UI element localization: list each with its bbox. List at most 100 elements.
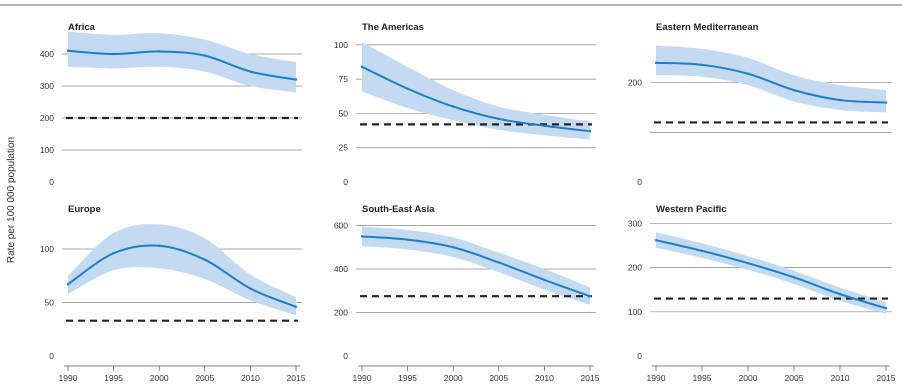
data-point [249,287,252,290]
data-point [884,307,888,310]
data-point [66,49,70,52]
data-point [588,294,592,298]
data-point [294,305,298,308]
y-tick-label: 0 [343,177,348,187]
panel-title: Africa [68,22,96,33]
x-tick-label: 1995 [104,373,123,383]
data-point [360,65,364,69]
y-tick-label: 0 [49,177,54,187]
panel-title: Europe [68,204,101,215]
series-line [361,235,591,298]
data-point [792,88,796,92]
x-tick-label: 2015 [287,373,306,383]
data-point [452,246,455,249]
series-line [655,61,887,104]
uncertainty-band [656,232,886,315]
data-point [588,130,592,133]
x-tick-label: 2010 [535,373,554,383]
y-tick-label: 300 [628,218,642,228]
data-point [838,292,842,296]
x-tick-label: 1995 [398,373,417,383]
y-tick-label: 400 [334,264,348,274]
y-tick-label: 100 [40,145,54,155]
series-line [655,239,887,310]
data-point [700,63,704,67]
data-point [543,278,546,282]
data-point [203,54,206,57]
x-tick-label: 2010 [831,373,850,383]
x-tick-label: 2000 [150,373,169,383]
panel-south-east-asia: South-East Asia 0 200 400 600 1990 1995 2000 200… [334,204,600,383]
panel-the-americas: The Americas 0 25 50 75 100 [334,22,596,187]
panel-title: Western Pacific [656,204,727,215]
panel-title: Eastern Mediterranean [656,22,759,33]
y-tick-label: 200 [628,263,642,273]
y-tick-label: 600 [334,221,348,231]
uncertainty-band [68,224,296,316]
y-tick-label: 0 [637,177,642,187]
panel-western-pacific: Western Pacific 0 100 200 300 1990 1995 2000 200… [628,204,896,383]
x-tick-label: 1990 [353,373,372,383]
y-tick-label: 0 [343,351,348,361]
data-point [884,101,888,104]
x-tick-label: 2000 [739,373,758,383]
y-tick-label: 200 [628,78,642,88]
data-point [543,124,546,127]
data-point [497,261,500,264]
y-tick-label: 75 [339,74,349,84]
y-tick-label: 100 [40,244,54,254]
y-tick-label: 100 [628,307,642,317]
x-tick-label: 1990 [647,373,666,383]
series-line [67,49,297,81]
y-tick-label: 50 [339,108,349,118]
data-point [746,261,750,265]
series-line [67,244,297,308]
data-point [406,238,409,241]
data-point [158,244,161,247]
x-tick-label: 2005 [195,373,214,383]
x-tick-label: 2005 [785,373,804,383]
data-point [700,249,704,253]
y-tick-label: 200 [334,308,348,318]
data-point [746,72,750,75]
x-tick-label: 2015 [581,373,600,383]
y-tick-label: 25 [339,143,349,153]
data-point [66,283,70,286]
uncertainty-band [362,226,590,305]
panel-europe: Europe 0 50 100 1990 1995 2000 2005 2010 2015 [40,204,306,383]
series-line [361,65,591,133]
data-point [792,276,796,279]
data-point [249,70,252,73]
data-point [654,61,658,65]
y-axis-label: Rate per 100 000 population [6,137,17,263]
data-point [452,105,455,108]
uncertainty-band [656,45,886,113]
panel-africa: Africa 0 100 200 300 400 [40,22,302,187]
uncertainty-band [362,42,590,140]
panels-container: Africa 0 100 200 300 400 The Americas 0 25 50 75 10… [40,22,896,383]
panel-title: South-East Asia [362,204,435,215]
data-point [112,252,115,255]
y-tick-label: 400 [40,49,54,59]
data-point [158,50,161,53]
x-tick-label: 1995 [693,373,712,383]
x-tick-label: 2015 [877,373,896,383]
data-point [654,239,658,242]
y-tick-label: 300 [40,81,54,91]
x-tick-label: 2000 [444,373,463,383]
y-tick-label: 50 [45,297,55,307]
y-tick-label: 0 [49,351,54,361]
panel-title: The Americas [362,22,424,33]
y-tick-label: 0 [637,351,642,361]
x-tick-label: 2005 [489,373,508,383]
x-tick-label: 1990 [59,373,78,383]
x-tick-label: 2010 [241,373,260,383]
data-point [360,235,364,238]
panel-eastern-mediterranean: Eastern Mediterranean 0 200 [628,22,892,187]
uncertainty-band [68,31,296,93]
data-point [203,258,206,261]
data-point [406,87,409,90]
y-tick-label: 200 [40,113,54,123]
data-point [294,78,298,81]
